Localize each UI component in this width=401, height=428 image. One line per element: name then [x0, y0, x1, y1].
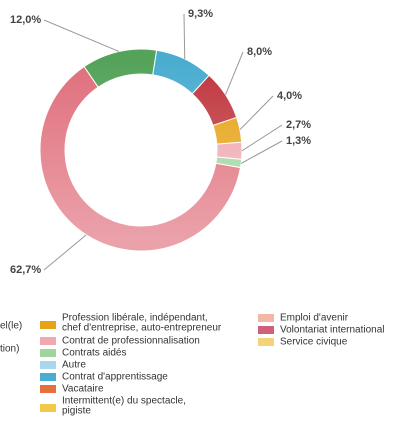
legend-label: Intermittent(e) du spectacle,	[62, 396, 186, 407]
legend-swatch	[40, 321, 56, 329]
legend-label: Vacataire	[62, 384, 104, 395]
value-label: 62,7%	[10, 264, 41, 276]
cut-legend-text: tion)	[0, 344, 19, 355]
leader-line	[225, 51, 244, 95]
legend-label: Service civique	[280, 337, 348, 348]
legend-label: Emploi d'avenir	[280, 313, 349, 324]
leader-line	[241, 124, 283, 152]
legend-swatch	[40, 349, 56, 357]
legend-swatch	[40, 373, 56, 381]
value-label: 1,3%	[286, 135, 311, 147]
legend-swatch	[40, 385, 56, 393]
value-label: 9,3%	[188, 8, 213, 20]
leader-line	[43, 234, 87, 271]
shade	[40, 49, 242, 251]
value-label: 2,7%	[286, 119, 311, 131]
legend-swatch	[40, 337, 56, 345]
legend-label: chef d'entreprise, auto-entrepreneur	[62, 323, 222, 334]
legend-label: Volontariat international	[280, 325, 385, 336]
value-label: 8,0%	[247, 46, 272, 58]
value-label: 4,0%	[277, 90, 302, 102]
leader-line	[43, 19, 120, 52]
cut-legend-text: el(le)	[0, 321, 22, 332]
legend-swatch	[258, 326, 274, 334]
legend-label: Contrats aidés	[62, 348, 126, 359]
legend-label: Contrat d'apprentissage	[62, 372, 168, 383]
legend-swatch	[40, 404, 56, 412]
legend-label: Autre	[62, 360, 86, 371]
legend-label: Contrat de professionnalisation	[62, 336, 200, 347]
legend-swatch	[258, 314, 274, 322]
leader-line	[240, 140, 283, 164]
leader-line	[183, 13, 186, 59]
legend-swatch	[40, 361, 56, 369]
value-label: 12,0%	[10, 14, 41, 26]
legend-label: pigiste	[62, 406, 91, 417]
legend-label: Profession libérale, indépendant,	[62, 313, 208, 324]
legend-swatch	[258, 338, 274, 346]
leader-line	[239, 95, 274, 131]
